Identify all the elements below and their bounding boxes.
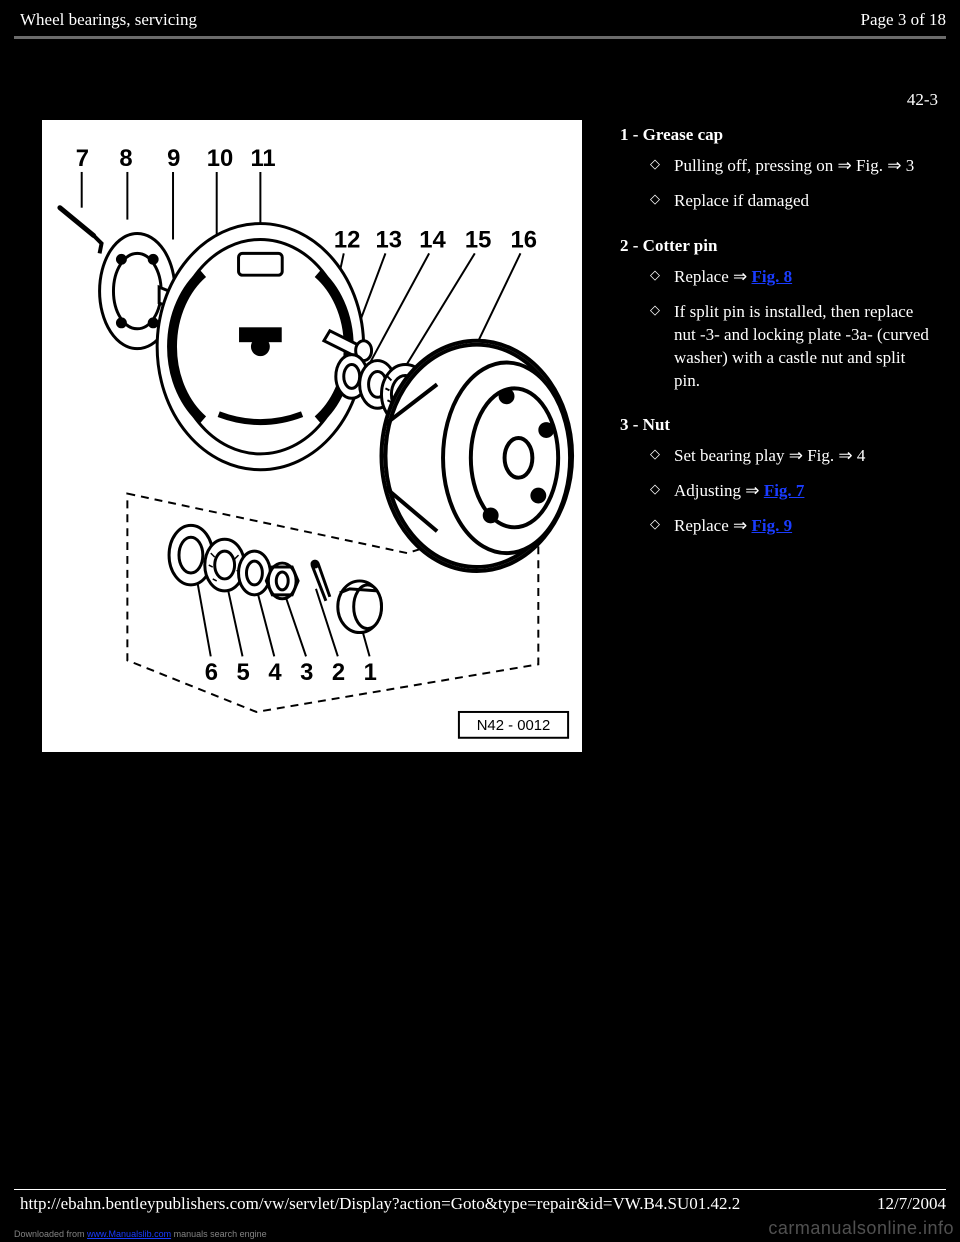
item-label: Cotter pin (643, 236, 718, 255)
download-line: Downloaded from www.Manualslib.com manua… (14, 1229, 267, 1239)
watermark: carmanualsonline.info (768, 1218, 954, 1239)
list-text: If split pin is installed, then replace … (674, 302, 929, 390)
list-item: Replace ⇒ Fig. 9 (674, 515, 930, 538)
item-dash: - (633, 125, 639, 144)
diagram-svg: 7 8 9 10 11 12 13 14 15 16 6 5 4 3 2 1 (42, 120, 582, 752)
label-7: 7 (76, 145, 89, 172)
footer-rule (14, 1189, 946, 1190)
list-item: Replace ⇒ Fig. 8 (674, 266, 930, 289)
item-label: Nut (643, 415, 670, 434)
list-item: Replace if damaged (674, 190, 930, 213)
list-item: Adjusting ⇒ Fig. 7 (674, 480, 930, 503)
item-num: 1 (620, 125, 629, 144)
label-1: 1 (364, 659, 377, 686)
item-1: 1 - Grease cap Pulling off, pressing on … (620, 124, 930, 213)
item-3: 3 - Nut Set bearing play ⇒ Fig. ⇒ 4 Adju… (620, 414, 930, 538)
footer-date: 12/7/2004 (877, 1194, 946, 1214)
item-num: 2 (620, 236, 629, 255)
footer-url: http://ebahn.bentleypublishers.com/vw/se… (20, 1194, 740, 1214)
list-item: Pulling off, pressing on ⇒ Fig. ⇒ 3 (674, 155, 930, 178)
label-15: 15 (465, 226, 492, 253)
label-11: 11 (250, 145, 275, 172)
list-item: Set bearing play ⇒ Fig. ⇒ 4 (674, 445, 930, 468)
label-8: 8 (119, 145, 132, 172)
label-5: 5 (237, 659, 250, 686)
fig-link-8[interactable]: Fig. 8 (752, 267, 793, 286)
exploded-diagram: 7 8 9 10 11 12 13 14 15 16 6 5 4 3 2 1 (40, 118, 584, 754)
list-text: Replace ⇒ (674, 267, 752, 286)
label-6: 6 (205, 659, 218, 686)
label-10: 10 (207, 145, 233, 172)
item-label: Grease cap (643, 125, 723, 144)
label-9: 9 (167, 145, 180, 172)
item-2: 2 - Cotter pin Replace ⇒ Fig. 8 If split… (620, 235, 930, 393)
manualslib-link[interactable]: www.Manualslib.com (87, 1229, 171, 1239)
label-13: 13 (376, 226, 403, 253)
page-number: 42-3 (907, 90, 938, 110)
dl-suffix: manuals search engine (171, 1229, 267, 1239)
fig-link-7[interactable]: Fig. 7 (764, 481, 805, 500)
label-4: 4 (268, 659, 282, 686)
item-num: 3 (620, 415, 629, 434)
label-14: 14 (419, 226, 446, 253)
dl-prefix: Downloaded from (14, 1229, 87, 1239)
figure-code: N42 - 0012 (477, 718, 551, 734)
fig-link-9[interactable]: Fig. 9 (752, 516, 793, 535)
header-page: Page 3 of 18 (861, 10, 946, 30)
label-16: 16 (511, 226, 537, 253)
list-item: If split pin is installed, then replace … (674, 301, 930, 393)
header-rule (14, 36, 946, 39)
item-dash: - (633, 415, 639, 434)
header-title: Wheel bearings, servicing (20, 10, 197, 30)
item-dash: - (633, 236, 639, 255)
list-text: Adjusting ⇒ (674, 481, 764, 500)
parts-list: 1 - Grease cap Pulling off, pressing on … (620, 124, 930, 560)
label-2: 2 (332, 659, 345, 686)
label-12: 12 (334, 226, 361, 253)
label-3: 3 (300, 659, 313, 686)
list-text: Replace ⇒ (674, 516, 752, 535)
